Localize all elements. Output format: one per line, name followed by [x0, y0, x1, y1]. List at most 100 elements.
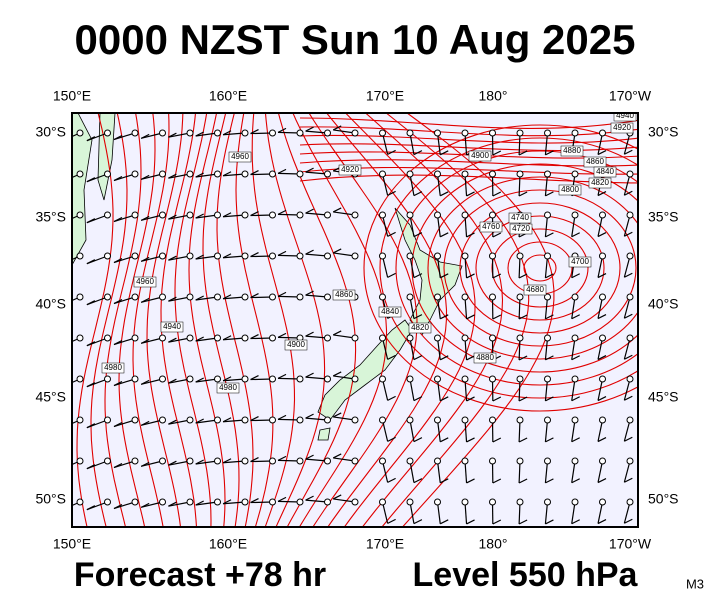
barb-feather [140, 133, 150, 139]
contour-label-box [473, 352, 497, 364]
barb-feather [250, 252, 259, 258]
barb-feather [332, 453, 342, 459]
barb-staff [141, 214, 163, 221]
barb-station [269, 498, 276, 506]
barb-station [406, 129, 414, 137]
wind-barb [140, 416, 166, 426]
barb-feather [571, 519, 580, 525]
barb-station [351, 498, 359, 506]
barb-feather [597, 355, 607, 361]
barb-staff [381, 419, 389, 442]
barb-feather [113, 503, 123, 510]
contour-label: 4900 [471, 151, 489, 160]
contour [146, 113, 184, 527]
barb-feather [277, 496, 287, 502]
barb-staff [436, 501, 441, 524]
lat-label: 45°S [35, 389, 66, 405]
barb-station [406, 457, 414, 465]
barb-station [296, 252, 304, 260]
barb-station [159, 498, 166, 506]
wind-barb [571, 498, 580, 525]
barb-staff [597, 419, 604, 442]
barb-feather [86, 341, 96, 347]
contour [395, 150, 638, 386]
barb-staff [381, 460, 389, 483]
barb-staff [597, 460, 604, 483]
lon-label: 180° [479, 536, 508, 552]
contour [90, 113, 128, 527]
barb-feather [195, 172, 204, 178]
barb-station [269, 293, 276, 301]
barb-staff [544, 296, 549, 319]
barb-staff [168, 132, 191, 138]
barb-feather [86, 177, 96, 183]
barb-feather [624, 190, 633, 196]
barb-station [626, 170, 634, 178]
barb-staff [464, 337, 468, 360]
barb-station [461, 416, 469, 424]
barb-feather [597, 191, 607, 197]
barb-feather [518, 355, 528, 361]
contour-label: 4800 [561, 185, 579, 194]
barb-staff [195, 337, 218, 342]
barb-station [379, 293, 386, 301]
barb-staff [464, 460, 468, 483]
barb-staff [464, 173, 468, 196]
wind-barb [140, 375, 166, 385]
barb-station [406, 375, 414, 383]
barb-staff [381, 214, 389, 237]
barb-station [214, 498, 221, 506]
barb-staff [168, 173, 191, 179]
barb-staff [571, 419, 576, 442]
wind-barb [86, 334, 111, 347]
barb-staff [381, 501, 389, 524]
barb-staff [250, 255, 273, 258]
barb-staff [277, 254, 301, 257]
barb-staff [305, 458, 328, 462]
barb-staff [623, 419, 631, 442]
barb-staff [277, 459, 301, 462]
barb-feather [86, 464, 96, 470]
wind-barb [195, 170, 221, 178]
barb-staff [277, 336, 301, 339]
barb-feather [387, 477, 396, 483]
barb-station [489, 129, 496, 137]
barb-feather [305, 331, 314, 337]
barb-station [159, 129, 166, 137]
barb-feather [439, 355, 449, 361]
wind-barb [140, 129, 166, 139]
contour-label-box [523, 284, 547, 296]
barb-feather [250, 498, 259, 504]
lat-label: 45°S [648, 389, 679, 405]
barb-feather [195, 336, 204, 342]
barb-station [379, 375, 386, 383]
wind-barb [277, 414, 304, 424]
wind-barb [250, 334, 276, 342]
barb-station [544, 416, 551, 424]
barb-feather [140, 461, 150, 467]
wind-barb [277, 209, 304, 219]
wind-barb [461, 375, 475, 402]
barb-feather [387, 354, 396, 360]
barb-station [296, 498, 304, 506]
barb-station [379, 129, 386, 137]
barb-feather [413, 273, 423, 279]
barb-station [406, 498, 414, 506]
barb-staff [436, 255, 441, 278]
barb-feather [466, 478, 475, 484]
barb-station [626, 293, 634, 301]
barb-station [131, 416, 139, 424]
lon-label: 150°E [53, 536, 91, 552]
barb-staff [141, 419, 163, 426]
barb-station [626, 416, 634, 424]
barb-feather [168, 173, 177, 179]
barb-feather [140, 379, 150, 385]
barb-feather [466, 314, 475, 320]
barb-staff [333, 416, 356, 421]
barb-feather [277, 127, 287, 133]
barb-station [516, 416, 524, 424]
wind-barb [250, 416, 276, 424]
barb-station [186, 416, 194, 424]
wind-barb [86, 211, 111, 224]
wind-barb [72, 457, 84, 466]
